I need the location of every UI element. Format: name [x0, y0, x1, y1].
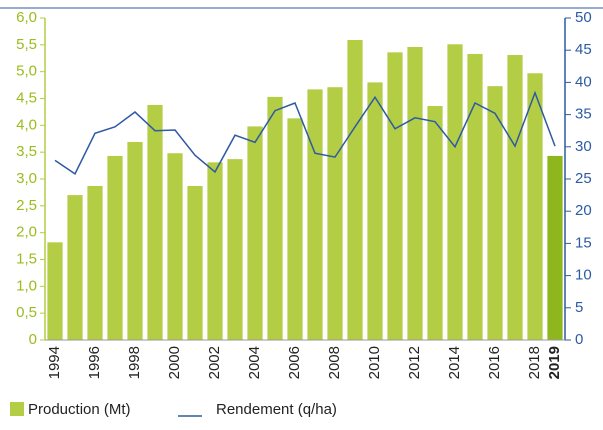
bar	[547, 155, 563, 340]
x-tick-label: 2006	[286, 346, 303, 379]
bar	[247, 126, 263, 340]
bar	[487, 86, 503, 340]
y-tick-label: 3,0	[16, 170, 37, 187]
bar	[307, 89, 323, 340]
bar	[267, 96, 283, 340]
x-tick-label: 2008	[326, 346, 343, 379]
bar	[367, 82, 383, 341]
y-tick-label: 6,0	[16, 9, 37, 26]
x-tick-label: 2016	[486, 346, 503, 379]
y2-tick-label: 40	[575, 73, 592, 90]
y2-tick-label: 0	[575, 331, 583, 348]
legend-label: Rendement (q/ha)	[216, 401, 337, 418]
legend-label: Production (Mt)	[28, 401, 131, 418]
y2-tick-label: 25	[575, 170, 592, 187]
bar	[87, 185, 103, 340]
bar	[387, 52, 403, 340]
x-tick-label: 2014	[446, 346, 463, 379]
bar	[187, 185, 203, 340]
y-tick-label: 5,5	[16, 36, 37, 53]
y-tick-label: 3,5	[16, 143, 37, 160]
bar	[147, 104, 163, 340]
y-tick-label: 4,5	[16, 89, 37, 106]
x-tick-label: 1996	[86, 346, 103, 379]
bar	[287, 118, 303, 341]
x-tick-label: 2004	[246, 346, 263, 379]
y2-tick-label: 10	[575, 267, 592, 284]
y-tick-label: 1,5	[16, 250, 37, 267]
bar	[107, 155, 123, 340]
y2-tick-label: 45	[575, 41, 592, 58]
y-tick-label: 2,0	[16, 224, 37, 241]
y-tick-label: 4,0	[16, 116, 37, 133]
bar	[507, 55, 523, 340]
x-tick-label: 2010	[366, 346, 383, 379]
legend-swatch	[10, 402, 24, 416]
bar	[327, 87, 343, 340]
x-tick-label: 2019	[546, 346, 563, 379]
y2-tick-label: 50	[575, 9, 592, 26]
y-tick-label: 2,5	[16, 197, 37, 214]
x-tick-label: 2002	[206, 346, 223, 379]
y-tick-label: 5,0	[16, 63, 37, 80]
y2-tick-label: 20	[575, 202, 592, 219]
bar	[127, 141, 143, 340]
y2-tick-label: 30	[575, 138, 592, 155]
bar	[167, 153, 183, 340]
x-tick-label: 1998	[126, 346, 143, 379]
line	[54, 90, 556, 175]
y2-tick-label: 5	[575, 299, 583, 316]
bar	[407, 46, 423, 340]
bar	[447, 44, 463, 341]
y-tick-label: 1,0	[16, 277, 37, 294]
bar	[67, 195, 83, 340]
x-tick-label: 2000	[166, 346, 183, 379]
y2-tick-label: 35	[575, 106, 592, 123]
bar	[47, 242, 63, 340]
bar	[427, 106, 443, 340]
bar	[467, 53, 483, 340]
y-tick-label: 0,5	[16, 304, 37, 321]
y-tick-label: 0	[29, 331, 37, 348]
bar	[527, 73, 543, 340]
x-tick-label: 2012	[406, 346, 423, 379]
y2-tick-label: 15	[575, 234, 592, 251]
bar	[207, 162, 223, 340]
bar	[347, 40, 363, 341]
x-tick-label: 2018	[526, 346, 543, 379]
x-tick-label: 1994	[46, 346, 63, 379]
bar	[227, 159, 243, 340]
